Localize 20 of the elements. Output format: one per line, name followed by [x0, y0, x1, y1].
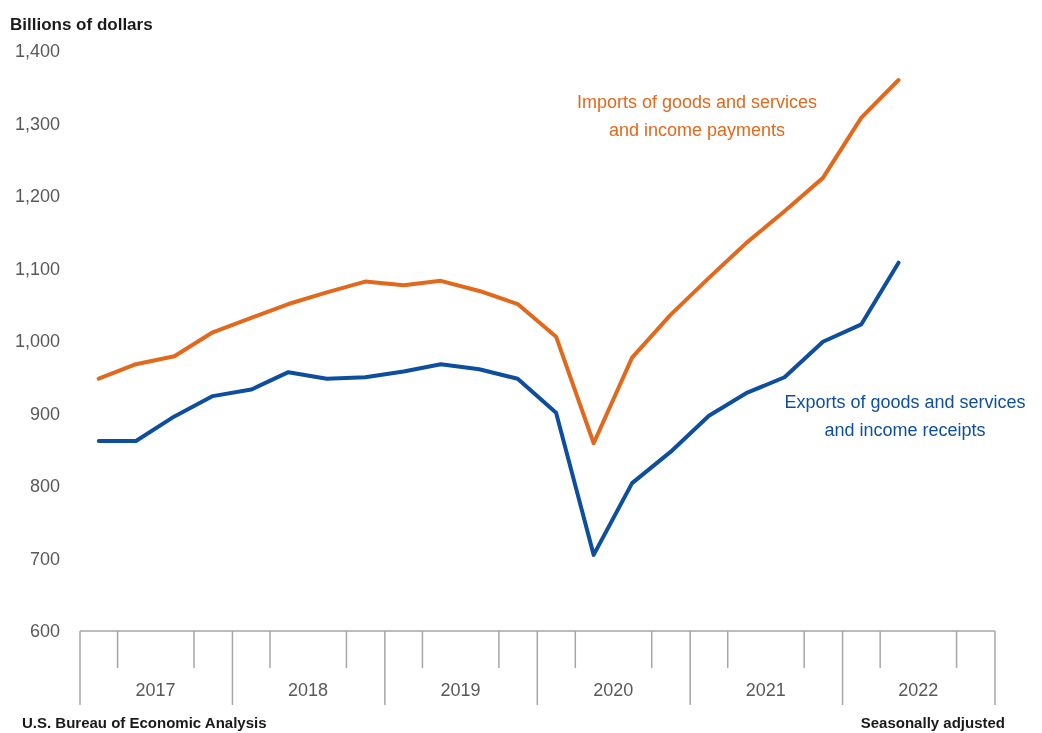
- y-tick-label: 800: [29, 476, 60, 496]
- text: U.S. Bureau of Economic Analysis: [22, 714, 267, 731]
- y-tick-label: 1,300: [14, 113, 60, 134]
- y-tick-label: 700: [29, 548, 60, 569]
- x-tick-label: 2020: [593, 680, 634, 700]
- x-tick-label: 2022: [898, 680, 939, 700]
- text: Seasonally adjusted: [860, 714, 1005, 731]
- x-tick-label: 2017: [135, 680, 176, 700]
- y-tick-label: 1,200: [14, 186, 60, 206]
- y-tick-label: 1,100: [14, 258, 60, 279]
- y-tick-label: 1,400: [14, 41, 60, 61]
- x-tick-label: 2018: [288, 680, 329, 700]
- y-axis-title: Billions of dollars: [10, 15, 153, 34]
- series-label: Exports of goods and services and income receipts: [784, 392, 1026, 440]
- y-tick-label: 900: [29, 403, 60, 424]
- y-tick-label: 600: [29, 621, 60, 641]
- series-label: Imports of goods and services and income payments: [576, 92, 818, 140]
- y-tick-label: 1,000: [14, 331, 60, 351]
- x-tick-label: 2021: [745, 680, 786, 700]
- x-tick-label: 2019: [440, 680, 481, 700]
